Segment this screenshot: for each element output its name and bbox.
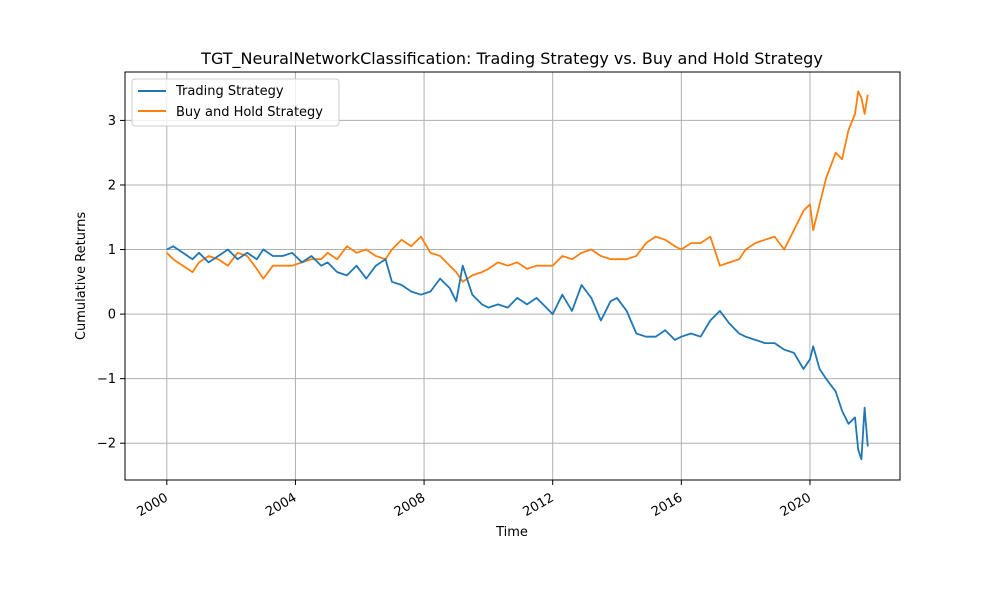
- x-axis-label: Time: [495, 525, 528, 540]
- y-tick-label: 2: [108, 178, 116, 193]
- y-tick-label: 3: [108, 114, 116, 129]
- legend-label-trading-strategy: Trading Strategy: [175, 84, 284, 99]
- x-tick-label: 2004: [263, 490, 299, 520]
- y-tick-label: 1: [108, 243, 116, 258]
- series-line-trading-strategy: [166, 245, 869, 461]
- x-tick-label: 2008: [392, 490, 428, 520]
- legend: Trading Strategy Buy and Hold Strategy: [131, 78, 340, 127]
- legend-box: [131, 78, 340, 127]
- plot-area-frame: [124, 71, 901, 481]
- y-axis-label: Cumulative Returns: [74, 212, 89, 340]
- grid-lines: [125, 72, 900, 480]
- x-tick-label: 2016: [649, 490, 685, 520]
- series-lines: [166, 90, 869, 461]
- chart-title: TGT_NeuralNetworkClassification: Trading…: [200, 49, 823, 69]
- y-axis-ticks: −2 −1 0 1 2 3: [97, 114, 125, 452]
- x-tick-label: 2012: [521, 490, 557, 520]
- legend-label-buy-and-hold-strategy: Buy and Hold Strategy: [176, 105, 323, 120]
- x-axis-ticks: 2000 2004 2008 2012 2016 2020: [135, 480, 814, 520]
- x-tick-label: 2020: [778, 490, 814, 520]
- y-tick-label: 0: [108, 308, 116, 323]
- y-tick-label: −1: [97, 372, 116, 387]
- series-line-buy-and-hold-strategy: [166, 90, 869, 283]
- x-tick-label: 2000: [135, 490, 171, 520]
- y-tick-label: −2: [97, 437, 116, 452]
